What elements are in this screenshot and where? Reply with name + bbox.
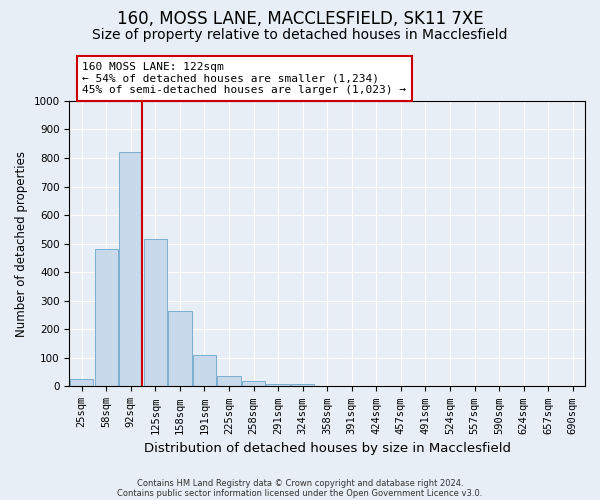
Text: 160 MOSS LANE: 122sqm
← 54% of detached houses are smaller (1,234)
45% of semi-d: 160 MOSS LANE: 122sqm ← 54% of detached … xyxy=(82,62,406,95)
Text: 160, MOSS LANE, MACCLESFIELD, SK11 7XE: 160, MOSS LANE, MACCLESFIELD, SK11 7XE xyxy=(116,10,484,28)
Text: Contains public sector information licensed under the Open Government Licence v3: Contains public sector information licen… xyxy=(118,488,482,498)
Bar xyxy=(291,384,314,386)
Bar xyxy=(143,240,167,386)
Y-axis label: Number of detached properties: Number of detached properties xyxy=(15,150,28,336)
X-axis label: Distribution of detached houses by size in Macclesfield: Distribution of detached houses by size … xyxy=(144,442,511,455)
Text: Contains HM Land Registry data © Crown copyright and database right 2024.: Contains HM Land Registry data © Crown c… xyxy=(137,478,463,488)
Bar xyxy=(95,250,118,386)
Bar xyxy=(266,384,290,386)
Bar xyxy=(168,311,191,386)
Bar xyxy=(242,380,265,386)
Bar xyxy=(70,378,94,386)
Bar xyxy=(217,376,241,386)
Text: Size of property relative to detached houses in Macclesfield: Size of property relative to detached ho… xyxy=(92,28,508,42)
Bar xyxy=(193,355,216,386)
Bar xyxy=(119,152,142,386)
